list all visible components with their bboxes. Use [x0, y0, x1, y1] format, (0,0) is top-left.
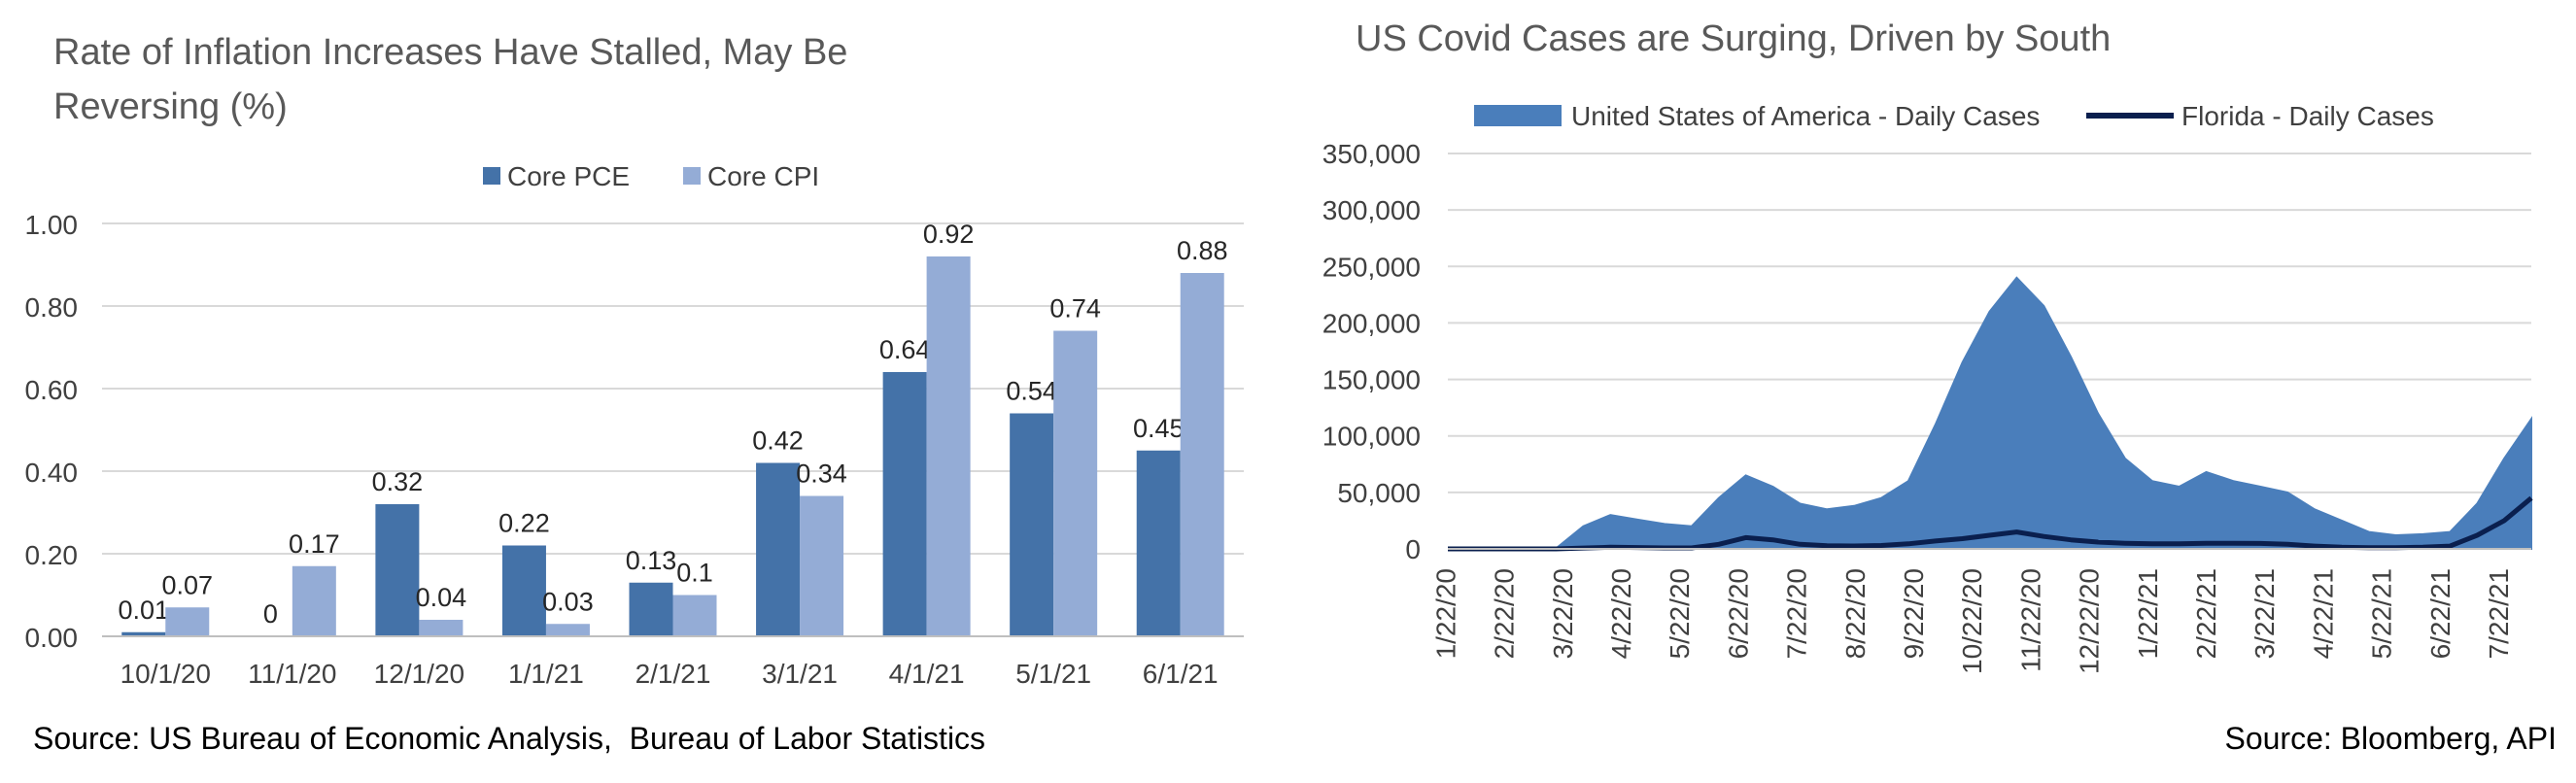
x-tick-label: 4/22/20 [1606, 568, 1636, 659]
x-tick-label: 11/1/20 [248, 659, 336, 689]
data-label: 0.01 [118, 596, 169, 625]
y-tick-label: 0.40 [25, 458, 79, 488]
bar-core-cpi [545, 624, 590, 636]
y-tick-label: 250,000 [1322, 252, 1421, 282]
legend-label: Core CPI [707, 161, 819, 191]
y-tick-label: 1.00 [25, 210, 79, 240]
data-label: 0.54 [1006, 377, 1057, 406]
bar-core-pce [501, 545, 546, 636]
x-tick-label: 2/22/20 [1490, 568, 1520, 659]
data-label: 0.45 [1133, 414, 1185, 443]
x-tick-label: 5/22/21 [2367, 568, 2397, 659]
data-label: 0.88 [1177, 236, 1228, 265]
bar-core-cpi [926, 256, 971, 636]
x-tick-label: 1/1/21 [508, 659, 584, 689]
bar-core-pce [1136, 450, 1181, 636]
legend-label: Florida - Daily Cases [2181, 101, 2434, 131]
bar-core-pce [882, 372, 927, 636]
bar-core-cpi [1180, 273, 1224, 636]
x-tick-label: 3/22/20 [1548, 568, 1578, 659]
data-label: 0.17 [289, 529, 340, 559]
x-tick-label: 6/22/20 [1723, 568, 1753, 659]
data-label: 0.74 [1049, 294, 1101, 323]
y-tick-label: 350,000 [1322, 139, 1421, 169]
bar-core-pce [121, 631, 166, 636]
legend-label: United States of America - Daily Cases [1571, 101, 2040, 131]
left-source-note: Source: US Bureau of Economic Analysis, … [33, 721, 986, 756]
legend-label: Core PCE [507, 161, 630, 191]
legend-swatch [683, 167, 701, 185]
us-daily-cases-area [1448, 276, 2532, 550]
y-tick-label: 300,000 [1322, 195, 1421, 225]
bar-core-cpi [419, 620, 464, 636]
inflation-bar-chart: Rate of Inflation Increases Have Stalled… [25, 32, 1244, 689]
right-source-note: Source: Bloomberg, API [2224, 721, 2557, 756]
data-label: 0.22 [498, 509, 550, 538]
bar-core-pce [375, 504, 420, 636]
data-label: 0.1 [676, 559, 713, 588]
x-tick-label: 3/22/21 [2250, 568, 2280, 659]
data-label: 0 [263, 599, 278, 629]
chart-title-line: Reversing (%) [53, 86, 288, 127]
x-tick-label: 12/1/20 [374, 659, 464, 689]
bar-core-pce [756, 462, 801, 636]
bar-core-cpi [165, 607, 210, 636]
y-tick-label: 0 [1405, 534, 1421, 564]
legend-swatch [483, 167, 500, 185]
bar-core-cpi [800, 495, 844, 636]
x-tick-label: 2/22/21 [2191, 568, 2221, 659]
data-label: 0.32 [372, 467, 424, 496]
data-label: 0.42 [752, 426, 804, 456]
data-label: 0.92 [923, 220, 975, 249]
y-tick-label: 0.60 [25, 375, 79, 405]
chart-title-line: Rate of Inflation Increases Have Stalled… [53, 32, 847, 73]
y-tick-label: 150,000 [1322, 365, 1421, 395]
x-tick-label: 1/22/21 [2133, 568, 2163, 659]
bar-core-pce [629, 582, 673, 636]
x-tick-label: 6/1/21 [1143, 659, 1219, 689]
x-tick-label: 1/22/20 [1430, 568, 1460, 659]
data-label: 0.07 [161, 570, 213, 599]
legend-swatch [1474, 105, 1562, 126]
x-tick-label: 2/1/21 [635, 659, 711, 689]
y-tick-label: 200,000 [1322, 308, 1421, 338]
x-tick-label: 7/22/21 [2484, 568, 2514, 659]
x-tick-label: 8/22/20 [1840, 568, 1871, 659]
x-tick-label: 9/22/20 [1899, 568, 1929, 659]
bar-core-cpi [292, 565, 336, 636]
x-tick-label: 4/1/21 [889, 659, 965, 689]
x-tick-label: 4/22/21 [2308, 568, 2338, 659]
bar-core-pce [1010, 413, 1054, 636]
y-tick-label: 50,000 [1337, 478, 1421, 508]
covid-cases-area-chart: US Covid Cases are Surging, Driven by So… [1322, 18, 2533, 674]
data-label: 0.13 [626, 546, 677, 575]
y-tick-label: 0.80 [25, 292, 79, 323]
y-tick-label: 100,000 [1322, 422, 1421, 452]
data-label: 0.34 [796, 460, 847, 489]
y-tick-label: 0.20 [25, 540, 79, 570]
x-tick-label: 3/1/21 [762, 659, 838, 689]
x-tick-label: 6/22/21 [2425, 568, 2456, 659]
bar-core-cpi [1053, 330, 1098, 636]
x-tick-label: 5/1/21 [1015, 659, 1091, 689]
x-tick-label: 5/22/20 [1665, 568, 1695, 659]
data-label: 0.04 [416, 583, 467, 612]
florida-daily-cases-line [1448, 495, 2533, 552]
x-tick-label: 10/22/20 [1957, 568, 1987, 674]
x-tick-label: 7/22/20 [1782, 568, 1812, 659]
y-tick-label: 0.00 [25, 623, 79, 653]
x-tick-label: 11/22/20 [2015, 568, 2045, 672]
data-label: 0.64 [879, 335, 931, 364]
chart-title: US Covid Cases are Surging, Driven by So… [1356, 18, 2111, 59]
data-label: 0.03 [542, 587, 594, 616]
bar-core-cpi [672, 595, 717, 636]
x-tick-label: 12/22/20 [2075, 568, 2105, 674]
x-tick-label: 10/1/20 [120, 659, 211, 689]
